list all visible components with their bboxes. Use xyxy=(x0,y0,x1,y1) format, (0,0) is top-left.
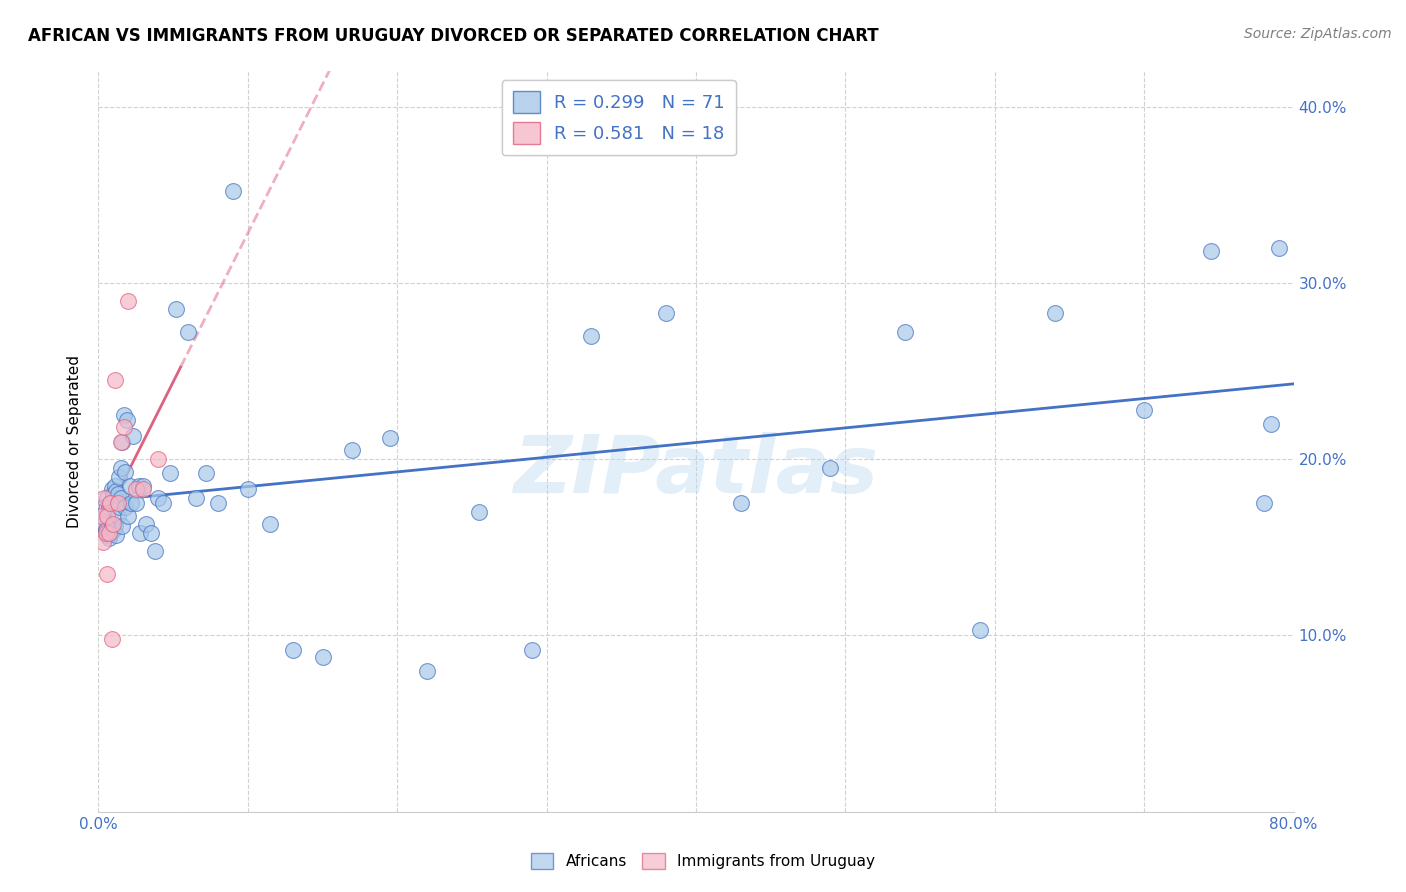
Point xyxy=(110,461,132,475)
Point xyxy=(1267,241,1289,255)
Point xyxy=(177,325,200,339)
Point xyxy=(159,467,181,481)
Point xyxy=(114,500,136,514)
Legend: R = 0.299   N = 71, R = 0.581   N = 18: R = 0.299 N = 71, R = 0.581 N = 18 xyxy=(502,80,735,155)
Point xyxy=(730,496,752,510)
Point xyxy=(468,505,491,519)
Point xyxy=(97,532,120,546)
Text: Source: ZipAtlas.com: Source: ZipAtlas.com xyxy=(1244,27,1392,41)
Point xyxy=(108,470,131,484)
Point xyxy=(98,526,122,541)
Point xyxy=(820,461,842,475)
Point xyxy=(101,632,124,646)
Point xyxy=(91,535,114,549)
Point xyxy=(969,623,991,637)
Point xyxy=(165,302,187,317)
Point xyxy=(110,491,132,505)
Text: ZIPatlas: ZIPatlas xyxy=(513,432,879,510)
Point xyxy=(105,483,128,498)
Point xyxy=(132,478,155,492)
Point xyxy=(117,293,139,308)
Point xyxy=(107,487,129,501)
Point xyxy=(125,482,148,496)
Point xyxy=(94,526,117,541)
Point xyxy=(111,519,134,533)
Point xyxy=(93,517,115,532)
Point xyxy=(152,496,174,510)
Point xyxy=(104,478,127,492)
Point xyxy=(207,496,229,510)
Point xyxy=(103,487,125,501)
Point xyxy=(104,373,127,387)
Point xyxy=(128,478,150,492)
Point xyxy=(655,306,678,320)
Point xyxy=(121,429,143,443)
Point xyxy=(97,526,120,541)
Point xyxy=(107,496,129,510)
Point xyxy=(894,325,917,339)
Point xyxy=(96,491,118,505)
Point xyxy=(342,443,364,458)
Point xyxy=(132,482,155,496)
Point xyxy=(94,501,117,516)
Point xyxy=(236,482,259,496)
Point xyxy=(114,465,136,479)
Point xyxy=(1043,306,1066,320)
Point xyxy=(281,642,304,657)
Point xyxy=(97,500,120,514)
Point xyxy=(259,517,281,532)
Point xyxy=(93,491,115,505)
Point xyxy=(148,452,170,467)
Point xyxy=(111,434,134,449)
Point xyxy=(378,431,401,445)
Point xyxy=(104,519,127,533)
Point xyxy=(520,642,543,657)
Point xyxy=(118,478,141,492)
Point xyxy=(107,508,129,523)
Point xyxy=(112,408,135,422)
Point xyxy=(120,496,142,510)
Point xyxy=(581,328,603,343)
Point xyxy=(135,517,157,532)
Point xyxy=(129,526,152,541)
Point xyxy=(98,496,122,510)
Point xyxy=(117,508,139,523)
Point xyxy=(222,184,245,198)
Point xyxy=(101,519,124,533)
Point xyxy=(1260,417,1282,431)
Point xyxy=(195,467,218,481)
Point xyxy=(416,664,439,678)
Point xyxy=(184,491,207,505)
Point xyxy=(125,496,148,510)
Y-axis label: Divorced or Separated: Divorced or Separated xyxy=(67,355,83,528)
Point xyxy=(96,508,118,523)
Point xyxy=(108,500,131,514)
Point xyxy=(112,420,135,434)
Point xyxy=(103,523,125,537)
Point xyxy=(110,434,132,449)
Point xyxy=(139,526,162,541)
Point xyxy=(1133,402,1156,417)
Point xyxy=(91,508,114,523)
Point xyxy=(1201,244,1223,259)
Point xyxy=(90,508,112,523)
Text: AFRICAN VS IMMIGRANTS FROM URUGUAY DIVORCED OR SEPARATED CORRELATION CHART: AFRICAN VS IMMIGRANTS FROM URUGUAY DIVOR… xyxy=(28,27,879,45)
Point xyxy=(311,649,333,664)
Point xyxy=(101,482,124,496)
Point xyxy=(94,523,117,537)
Point xyxy=(1253,496,1275,510)
Point xyxy=(143,544,166,558)
Legend: Africans, Immigrants from Uruguay: Africans, Immigrants from Uruguay xyxy=(524,847,882,875)
Point xyxy=(96,566,118,581)
Point xyxy=(98,496,122,510)
Point xyxy=(96,528,118,542)
Point xyxy=(103,517,125,532)
Point xyxy=(148,491,170,505)
Point xyxy=(115,413,138,427)
Point xyxy=(105,528,128,542)
